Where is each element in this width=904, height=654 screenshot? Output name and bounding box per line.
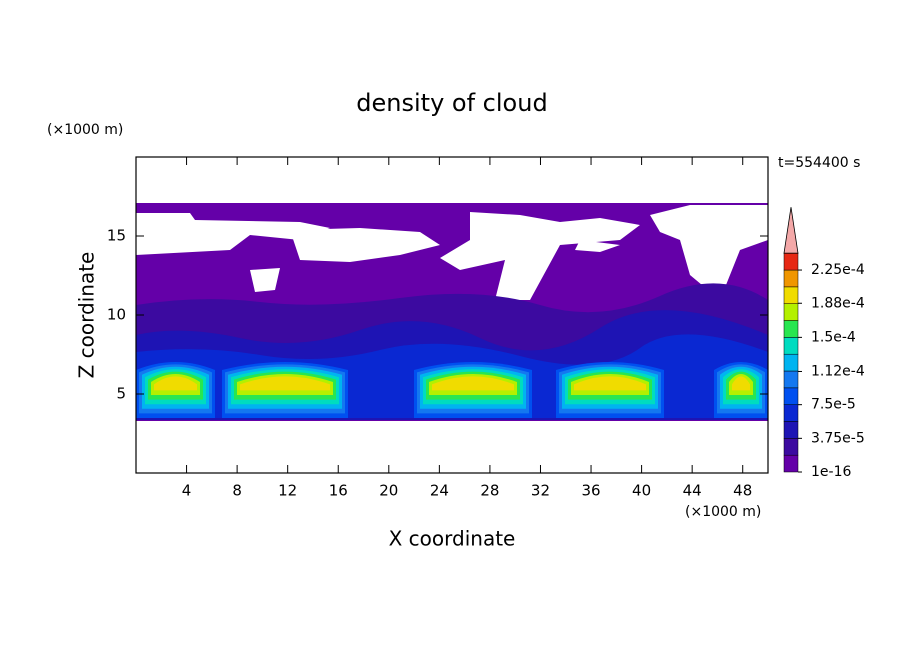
- colorbar-tick-label: 3.75e-5: [811, 430, 865, 446]
- x-tick-label: 20: [379, 482, 398, 500]
- chart-title: density of cloud: [356, 89, 547, 117]
- colorbar-tick-label: 1e-16: [811, 464, 851, 480]
- x-tick-label: 32: [531, 482, 550, 500]
- contour-gap: [136, 421, 768, 473]
- colorbar-band: [783, 353, 799, 372]
- colorbar-band: [783, 454, 799, 473]
- y-tick-label: 5: [116, 385, 126, 403]
- x-tick-label: 4: [182, 482, 192, 500]
- x-tick-label: 28: [480, 482, 499, 500]
- contour-region: [574, 376, 646, 391]
- x-tick-label: 36: [581, 482, 600, 500]
- x-tick-label: 40: [632, 482, 651, 500]
- colorbar-band: [783, 421, 799, 439]
- colorbar-band: [783, 370, 799, 389]
- contour-gap: [290, 228, 440, 262]
- colorbar-band: [783, 404, 799, 422]
- x-unit: (×1000 m): [685, 504, 761, 520]
- y-unit: (×1000 m): [47, 122, 123, 138]
- contour-gap: [250, 268, 280, 292]
- colorbar-band: [783, 320, 799, 338]
- x-tick-label: 12: [278, 482, 297, 500]
- colorbar-band: [783, 286, 799, 304]
- colorbar-band: [783, 269, 799, 288]
- x-axis-label: X coordinate: [389, 527, 516, 551]
- contour-gap: [575, 240, 620, 252]
- x-tick-label: 16: [329, 482, 348, 500]
- colorbar-band: [783, 303, 799, 321]
- colorbar-extend: [783, 207, 799, 254]
- colorbar-tick-label: 2.25e-4: [811, 262, 865, 278]
- colorbar-band: [783, 252, 799, 271]
- contour-region: [154, 376, 197, 391]
- colorbar-tick-label: 1.5e-4: [811, 329, 856, 345]
- colorbar-tick-label: 1.12e-4: [811, 363, 865, 379]
- y-tick-label: 10: [107, 306, 126, 324]
- colorbar-band: [783, 337, 799, 355]
- contour-field: [136, 203, 768, 473]
- colorbar-band: [783, 438, 799, 456]
- x-tick-label: 48: [733, 482, 752, 500]
- x-tick-label: 8: [232, 482, 242, 500]
- y-tick-label: 15: [107, 227, 126, 245]
- contour-region: [240, 376, 330, 391]
- contour-gap: [136, 213, 330, 255]
- colorbar-band: [783, 387, 799, 405]
- contour-gap: [440, 212, 640, 300]
- x-tick-label: 44: [683, 482, 702, 500]
- y-axis-label: Z coordinate: [75, 252, 99, 379]
- contour-region: [432, 376, 514, 391]
- time-label: t=554400 s: [778, 155, 860, 171]
- contour-region: [732, 376, 750, 391]
- colorbar-tick-label: 1.88e-4: [811, 295, 865, 311]
- colorbar-tick-label: 7.5e-5: [811, 397, 856, 413]
- contour-gap: [650, 205, 768, 300]
- x-tick-label: 24: [430, 482, 449, 500]
